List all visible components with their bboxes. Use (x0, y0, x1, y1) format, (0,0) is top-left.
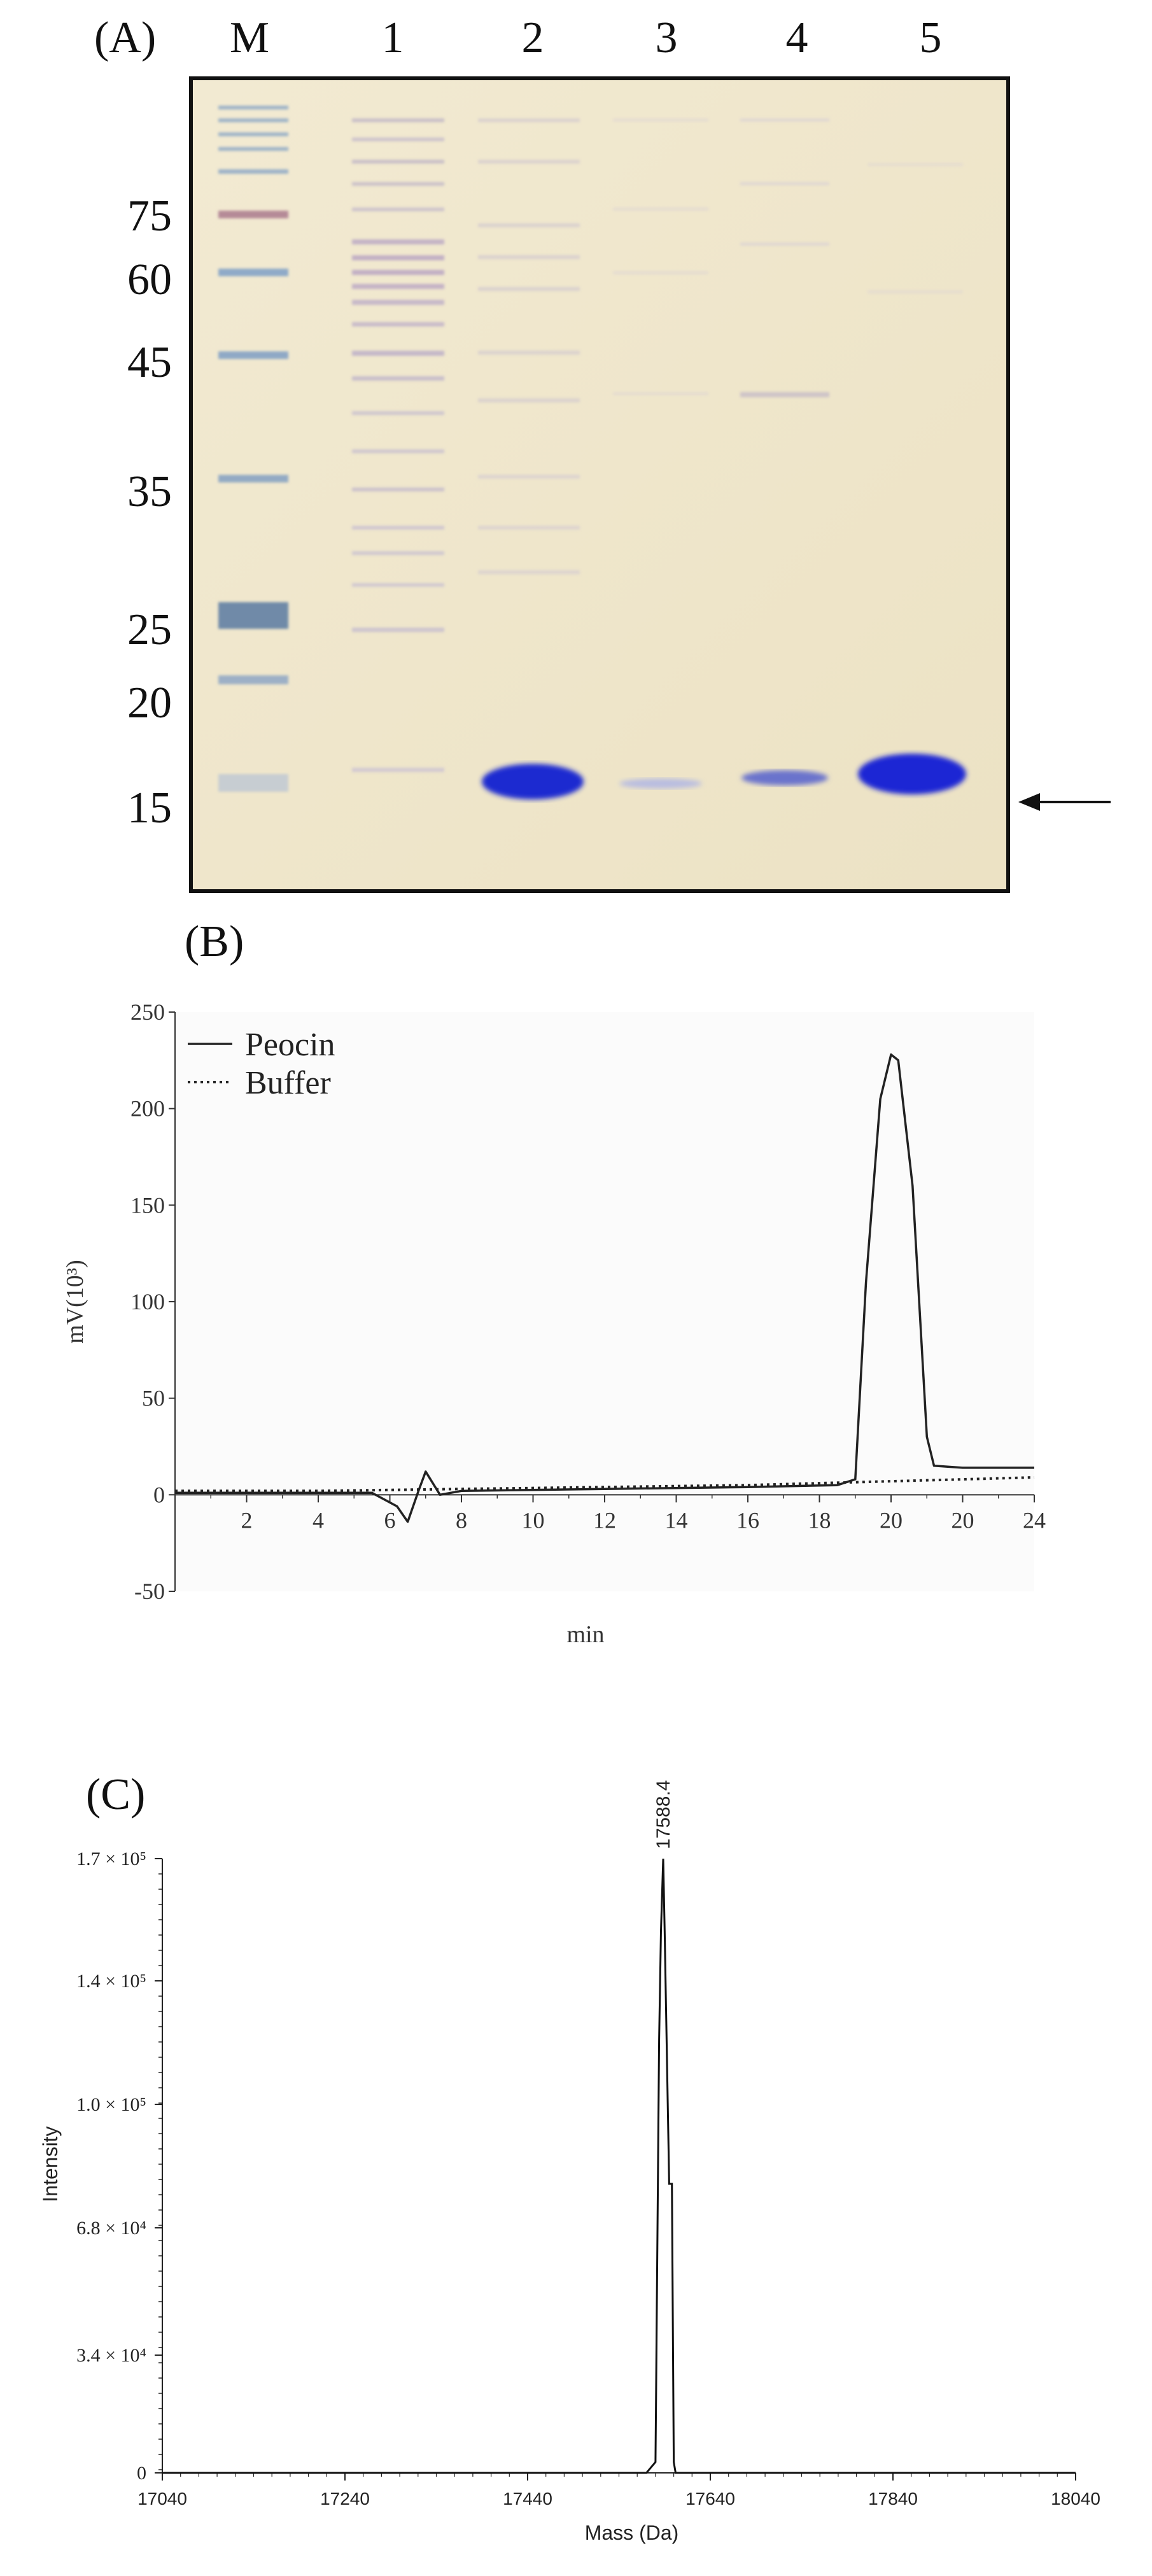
lane-label-1: 1 (381, 13, 404, 62)
arrow-left-icon (1018, 793, 1111, 811)
marker-label-75: 75 (127, 192, 172, 241)
y-tick-label: -50 (134, 1579, 165, 1604)
lane-label-5: 5 (919, 13, 942, 62)
lane-label-marker: M (229, 13, 270, 62)
lane-3-target-band (619, 778, 702, 789)
y-tick-label: 1.4 × 10⁵ (76, 1971, 146, 1992)
x-tick-label: 20 (880, 1507, 903, 1533)
y-tick-label: 1.0 × 10⁵ (76, 2094, 146, 2115)
panel-a-label: (A) (94, 13, 157, 62)
marker-label-35: 35 (127, 467, 172, 516)
y-tick-label: 3.4 × 10⁴ (76, 2345, 146, 2366)
y-tick-label: 100 (130, 1289, 165, 1314)
y-axis-label: Intensity (39, 2126, 62, 2202)
x-tick-label: 20 (952, 1507, 974, 1533)
gel-bands (193, 80, 1006, 889)
lane-label-2: 2 (521, 13, 544, 62)
panel-c-chart: (C) 1.7 × 10⁵ 1.4 × 10⁵ 1.0 × 10⁵ 6.8 × 10⁴… (0, 1719, 1152, 2576)
lane-2-target-band (482, 764, 584, 799)
x-tick-label: 18040 (1051, 2489, 1100, 2509)
x-tick-label: 2 (241, 1507, 253, 1533)
marker-label-20: 20 (127, 679, 172, 728)
panel-b-label: (B) (185, 917, 244, 966)
x-tick-label: 14 (665, 1507, 688, 1533)
legend-label-buffer: Buffer (245, 1065, 331, 1101)
marker-lane (218, 106, 288, 792)
marker-label-15: 15 (127, 784, 172, 833)
marker-label-60: 60 (127, 255, 172, 304)
lane-3-bands (613, 118, 708, 395)
y-tick-label: 0 (137, 2463, 146, 2484)
x-tick-label: 4 (313, 1507, 324, 1533)
lane-1-bands (352, 118, 444, 772)
gel-image (189, 76, 1010, 893)
y-tick-label: 200 (130, 1096, 165, 1122)
x-tick-label: 17840 (868, 2489, 918, 2509)
x-tick-label: 17040 (137, 2489, 187, 2509)
y-tick-label: 0 (153, 1482, 165, 1507)
lane-4-bands (740, 118, 829, 397)
lane-2-bands (478, 118, 580, 574)
y-axis-label: mV(10³) (62, 1260, 88, 1344)
y-tick-label: 6.8 × 10⁴ (76, 2218, 146, 2239)
x-tick-label: 17240 (320, 2489, 370, 2509)
marker-label-45: 45 (127, 338, 172, 387)
x-tick-label: 17640 (685, 2489, 735, 2509)
x-tick-label: 12 (593, 1507, 616, 1533)
mass-spectrum-plot: 1.7 × 10⁵ 1.4 × 10⁵ 1.0 × 10⁵ 6.8 × 10⁴ 3.4 … (39, 1780, 1100, 2544)
x-tick-label: 24 (1023, 1507, 1046, 1533)
y-tick-label: 250 (130, 999, 165, 1025)
x-axis-label: Mass (Da) (585, 2521, 679, 2544)
panel-b-chart: (B) 250 200 150 100 50 0 -50 2 4 6 8 10 12 14 16 18 20 20… (0, 917, 1152, 1700)
lane-label-3: 3 (655, 13, 678, 62)
legend-label-peocin: Peocin (245, 1027, 335, 1063)
x-tick-label: 16 (736, 1507, 759, 1533)
panel-a-gel-figure: (A) M 1 2 3 4 5 75 60 45 35 25 20 15 (0, 0, 1152, 904)
x-tick-label: 8 (456, 1507, 467, 1533)
y-tick-label: 50 (142, 1386, 165, 1411)
x-tick-label: 6 (384, 1507, 396, 1533)
x-tick-label: 18 (808, 1507, 831, 1533)
lane-label-4: 4 (785, 13, 808, 62)
series-line-peocin (175, 1053, 1034, 1523)
panel-c-label: (C) (86, 1770, 146, 1819)
x-axis-label: min (566, 1621, 604, 1648)
lane-5-target-band (858, 754, 966, 794)
peak-label: 17588.4 (653, 1780, 674, 1849)
x-tick-label: 10 (522, 1507, 545, 1533)
y-tick-label: 150 (130, 1192, 165, 1218)
y-tick-label: 1.7 × 10⁵ (76, 1848, 146, 1869)
lane-4-target-band (741, 770, 828, 785)
marker-label-25: 25 (127, 605, 172, 654)
spectrum-line (162, 1858, 1076, 2474)
x-tick-label: 17440 (503, 2489, 552, 2509)
series-line-buffer (175, 1476, 1035, 1493)
lane-5-bands (868, 163, 963, 293)
